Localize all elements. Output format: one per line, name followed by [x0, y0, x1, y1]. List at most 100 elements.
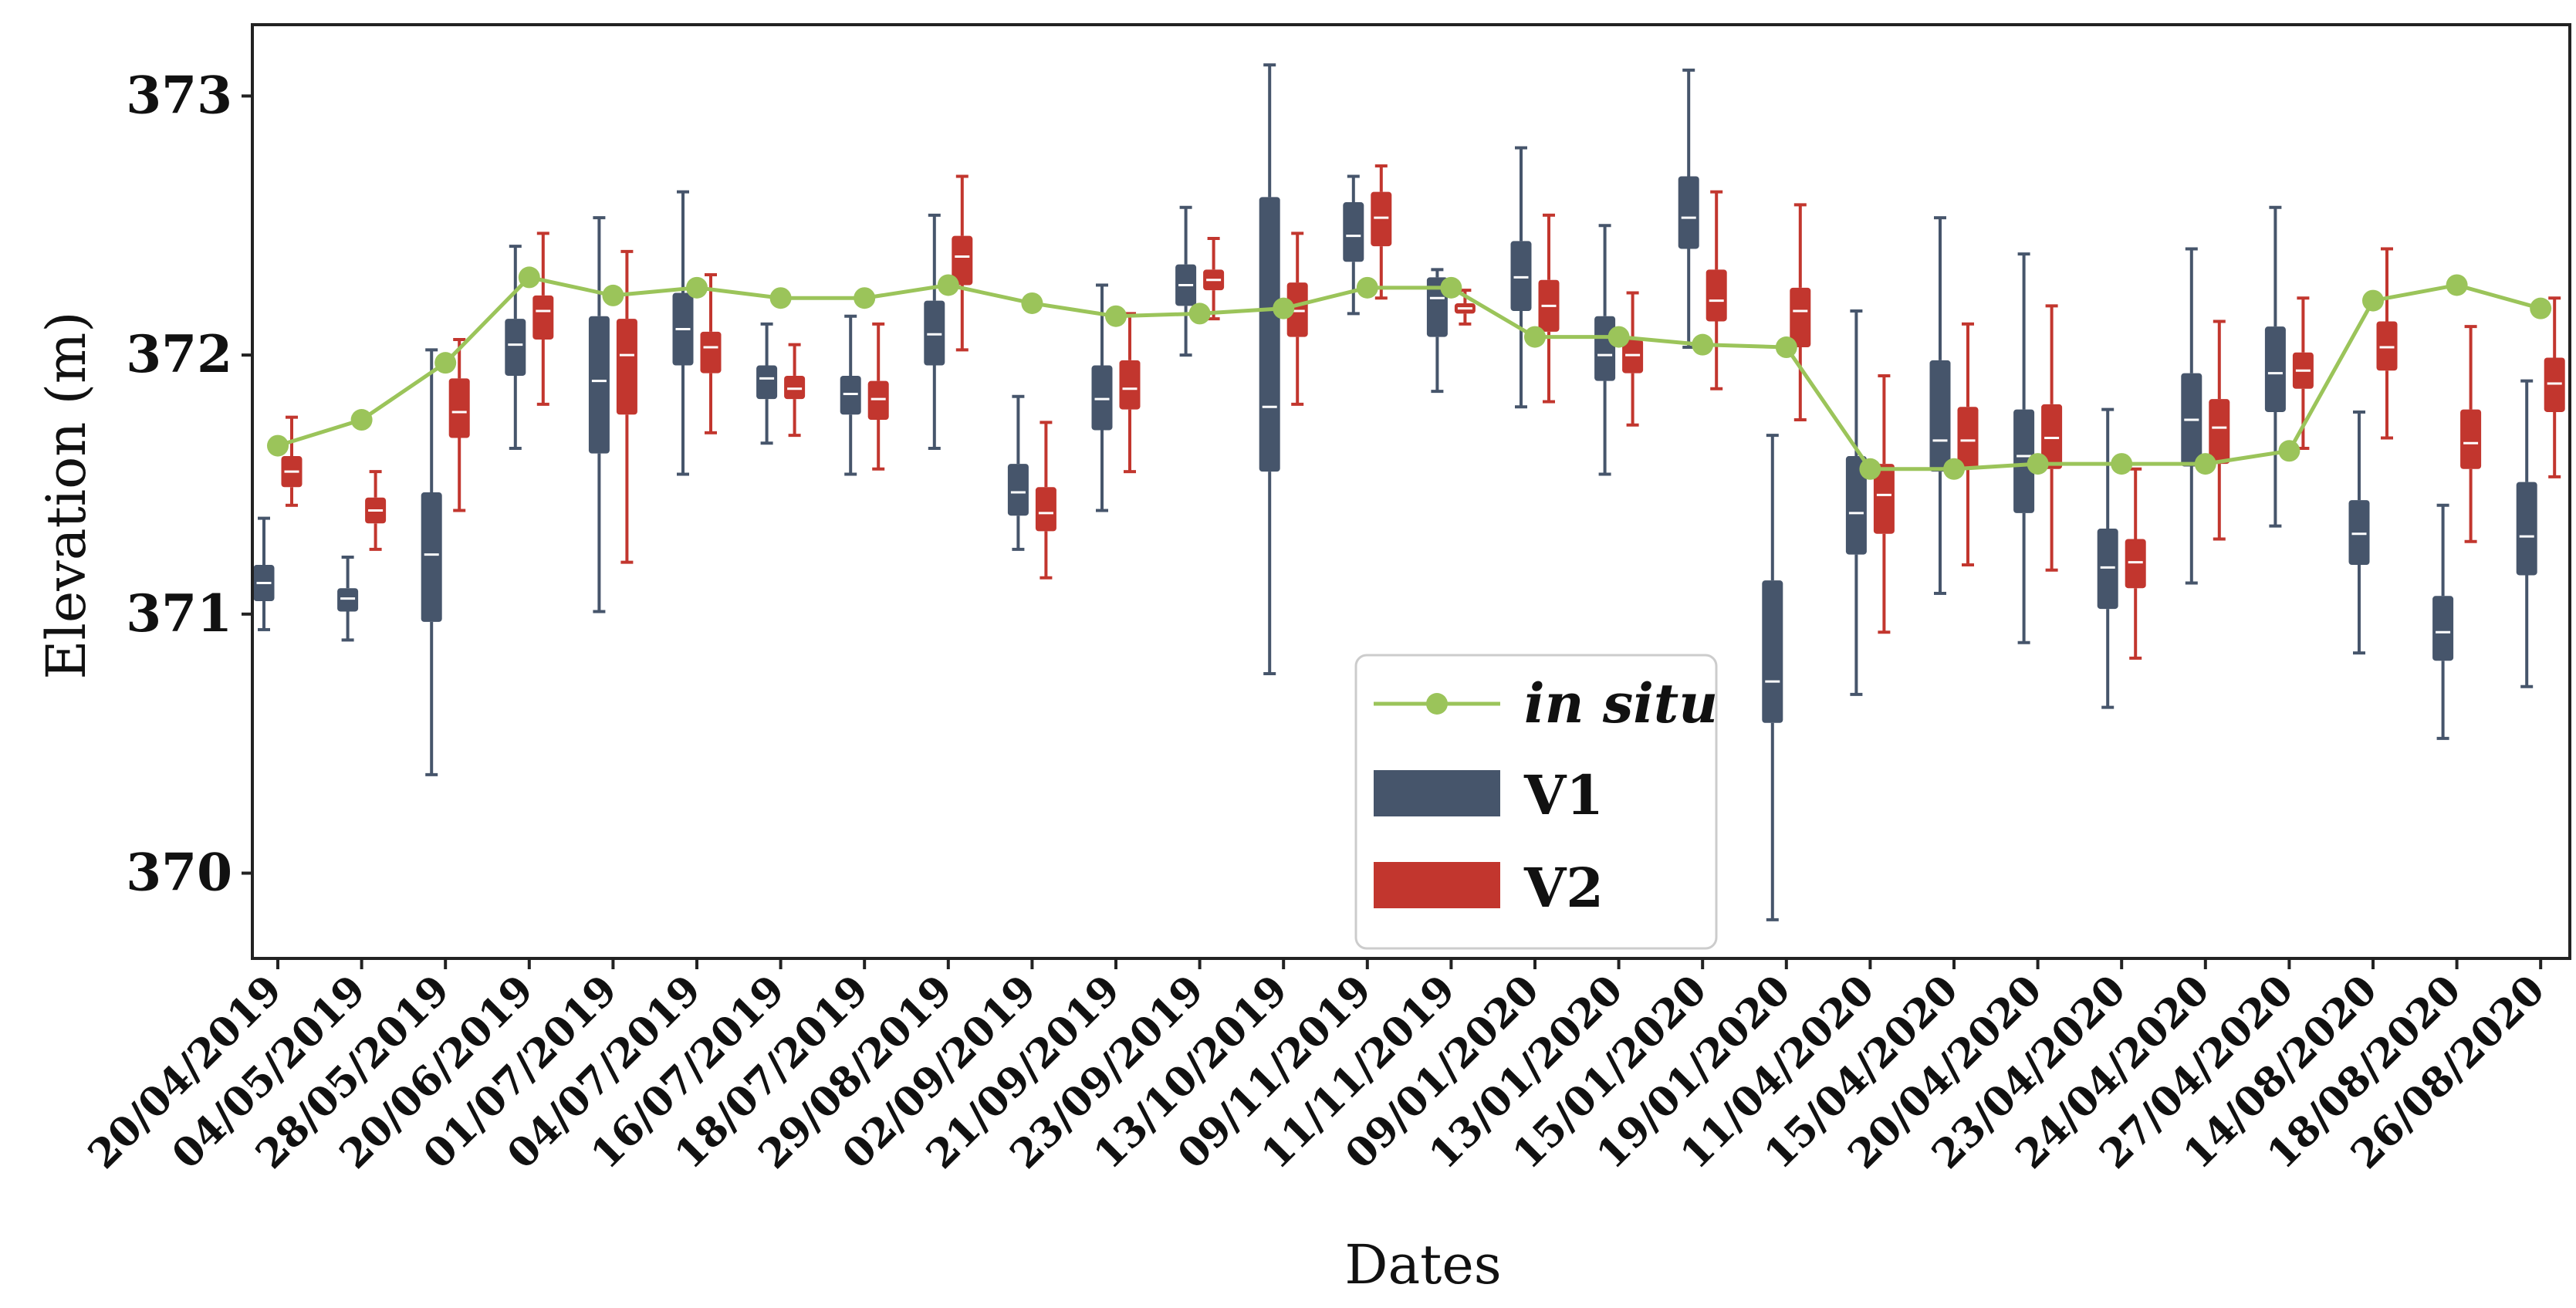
- v1-box-iqr: [505, 319, 526, 376]
- v1-box: [1007, 394, 1029, 551]
- v2-box-iqr: [1371, 191, 1392, 247]
- v1-box-iqr: [1762, 580, 1783, 723]
- in-situ-point: [2362, 289, 2384, 312]
- v1-box: [337, 555, 359, 642]
- v2-box: [1119, 312, 1141, 474]
- v2-box: [952, 174, 973, 352]
- v1-box: [588, 216, 610, 613]
- legend: in situ V1 V2: [1354, 654, 1718, 950]
- x-axis-label: Dates: [1344, 1233, 1501, 1296]
- y-axis: 370 371 372 373: [126, 65, 252, 903]
- v2-box: [1873, 373, 1895, 634]
- v1-box-iqr: [588, 316, 610, 454]
- v2-box: [2460, 325, 2482, 543]
- v1-box: [672, 190, 694, 476]
- v2-box-iqr: [1706, 269, 1727, 322]
- v1-box: [1929, 216, 1951, 595]
- v1-box: [421, 348, 442, 776]
- in-situ-point: [602, 284, 624, 306]
- in-situ-point: [1524, 326, 1546, 348]
- v1-box-iqr: [1007, 464, 1029, 516]
- v1-box-iqr: [337, 588, 359, 612]
- v2-box: [448, 337, 470, 512]
- v1-box-iqr: [1259, 197, 1280, 472]
- v1-box: [1343, 174, 1364, 316]
- v2-box-iqr: [1035, 487, 1056, 532]
- v2-box: [1957, 322, 1979, 567]
- v2-box: [365, 470, 387, 551]
- v1-box: [2348, 410, 2370, 655]
- v1-box-iqr: [2097, 529, 2118, 610]
- in-situ-point: [937, 274, 959, 296]
- in-situ-point: [2446, 274, 2468, 296]
- v1-box-iqr: [1091, 365, 1113, 431]
- v2-box-iqr: [867, 380, 889, 421]
- v2-box-iqr: [532, 295, 554, 340]
- v1-box-iqr: [1929, 360, 1951, 472]
- v1-box-iqr: [1678, 176, 1699, 249]
- v2-box-iqr: [1873, 464, 1895, 534]
- v1-box-iqr: [1845, 456, 1867, 555]
- v1-box-iqr: [756, 365, 778, 400]
- v2-box-iqr: [1790, 287, 1811, 348]
- v1-box: [253, 516, 275, 631]
- v2-box-iqr: [2125, 539, 2146, 589]
- legend-in-situ-marker: [1426, 693, 1448, 715]
- in-situ-point: [1021, 292, 1043, 314]
- v2-box: [1035, 421, 1056, 580]
- in-situ-point: [350, 409, 373, 431]
- in-situ-point: [267, 434, 289, 457]
- v1-box: [2013, 252, 2035, 644]
- v2-box: [1286, 232, 1308, 406]
- v1-box: [1594, 224, 1616, 476]
- v2-box-iqr: [2376, 321, 2398, 371]
- v2-box: [281, 415, 303, 507]
- v2-box-iqr: [1119, 360, 1141, 410]
- v2-box: [700, 273, 722, 434]
- v1-box: [756, 322, 778, 445]
- in-situ-point: [2530, 297, 2552, 319]
- v1-box-iqr: [2264, 326, 2286, 412]
- v2-box-iqr: [1286, 282, 1308, 337]
- v2-box: [1622, 291, 1644, 427]
- plot-frame: [251, 23, 2571, 960]
- v1-box: [2432, 503, 2454, 740]
- v2-box-iqr: [700, 331, 722, 373]
- in-situ-point: [1692, 333, 1714, 356]
- v2-box-iqr: [2460, 409, 2482, 469]
- in-situ-point: [2111, 453, 2133, 475]
- v2-box-iqr: [1622, 339, 1644, 373]
- v1-box-iqr: [2348, 500, 2370, 566]
- v1-box-iqr: [1343, 202, 1364, 262]
- in-situ-point: [1188, 302, 1211, 325]
- v1-box: [1175, 205, 1197, 357]
- legend-v1-swatch: [1374, 770, 1500, 816]
- v1-box: [2097, 407, 2118, 709]
- v2-box: [867, 322, 889, 471]
- legend-in-situ-label: in situ: [1524, 671, 1718, 735]
- in-situ-point: [1775, 336, 1797, 359]
- in-situ-point: [1859, 458, 1881, 480]
- v1-box-iqr: [840, 375, 861, 415]
- v2-box-iqr: [448, 378, 470, 438]
- y-tick-label: 372: [126, 324, 232, 384]
- in-situ-point: [1356, 276, 1378, 299]
- v2-box: [1371, 164, 1392, 300]
- in-situ-point: [2278, 440, 2300, 462]
- in-situ-point: [686, 276, 708, 299]
- v2-box-iqr: [2041, 404, 2063, 469]
- v2-box: [616, 249, 637, 564]
- v2-box: [2041, 304, 2063, 572]
- y-tick-label: 370: [126, 843, 232, 903]
- in-situ-point: [434, 352, 457, 374]
- v1-box-iqr: [2013, 409, 2035, 513]
- in-situ-point: [2027, 453, 2049, 475]
- v1-box-iqr: [1594, 316, 1616, 381]
- in-situ-point: [1607, 326, 1630, 348]
- v1-box: [1678, 68, 1699, 350]
- in-situ-point: [1105, 305, 1127, 327]
- v2-box: [1706, 190, 1727, 390]
- v1-box: [924, 213, 945, 450]
- v1-box-iqr: [2516, 482, 2537, 576]
- v1-box: [1510, 146, 1532, 409]
